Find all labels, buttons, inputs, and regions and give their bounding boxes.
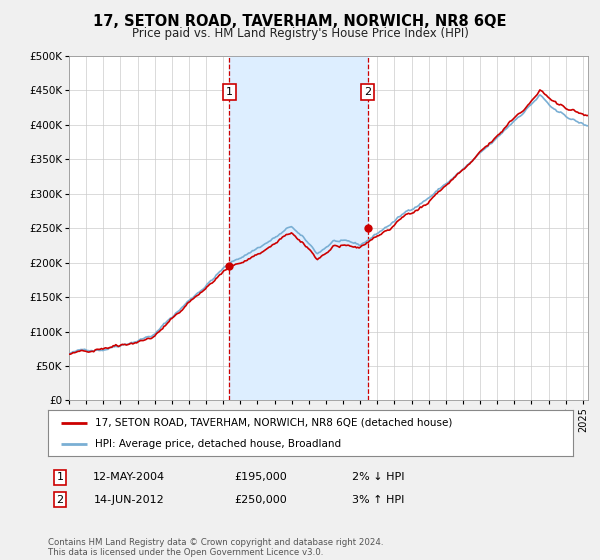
Text: 2% ↓ HPI: 2% ↓ HPI (352, 472, 404, 482)
Text: 2: 2 (56, 494, 64, 505)
Text: Price paid vs. HM Land Registry's House Price Index (HPI): Price paid vs. HM Land Registry's House … (131, 27, 469, 40)
Text: 1: 1 (226, 87, 233, 97)
Text: £250,000: £250,000 (235, 494, 287, 505)
Text: 1: 1 (56, 472, 64, 482)
Text: Contains HM Land Registry data © Crown copyright and database right 2024.
This d: Contains HM Land Registry data © Crown c… (48, 538, 383, 557)
Text: 17, SETON ROAD, TAVERHAM, NORWICH, NR8 6QE: 17, SETON ROAD, TAVERHAM, NORWICH, NR8 6… (93, 14, 507, 29)
Text: £195,000: £195,000 (235, 472, 287, 482)
Text: HPI: Average price, detached house, Broadland: HPI: Average price, detached house, Broa… (95, 439, 341, 449)
Text: 2: 2 (364, 87, 371, 97)
Bar (229, 56, 368, 400)
Text: 17, SETON ROAD, TAVERHAM, NORWICH, NR8 6QE (detached house): 17, SETON ROAD, TAVERHAM, NORWICH, NR8 6… (95, 418, 452, 428)
Text: 14-JUN-2012: 14-JUN-2012 (94, 494, 164, 505)
Text: 3% ↑ HPI: 3% ↑ HPI (352, 494, 404, 505)
Text: 12-MAY-2004: 12-MAY-2004 (93, 472, 165, 482)
